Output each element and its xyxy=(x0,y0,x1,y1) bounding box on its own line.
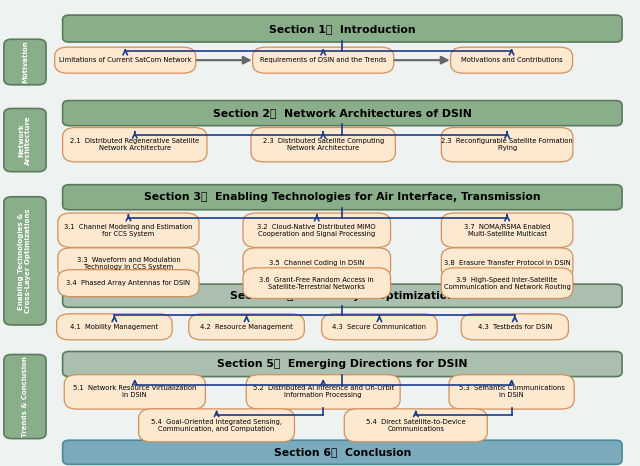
Text: 2.3  Reconfigurable Satellite Formation
Flying: 2.3 Reconfigurable Satellite Formation F… xyxy=(441,138,573,151)
FancyBboxPatch shape xyxy=(189,314,305,340)
Text: Requirements of DSIN and the Trends: Requirements of DSIN and the Trends xyxy=(260,57,387,63)
Text: 5.1  Network Resource Virtualization
in DSIN: 5.1 Network Resource Virtualization in D… xyxy=(73,385,196,398)
FancyBboxPatch shape xyxy=(63,101,622,126)
FancyBboxPatch shape xyxy=(54,47,196,73)
Text: 2.1  Distributed Regenerative Satellite
Network Architecture: 2.1 Distributed Regenerative Satellite N… xyxy=(70,138,200,151)
Text: Enabling Technologies &
Cross-Layer Optimizations: Enabling Technologies & Cross-Layer Opti… xyxy=(19,209,31,313)
Text: 4.3  Secure Communication: 4.3 Secure Communication xyxy=(332,324,426,330)
Text: Limitations of Current SatCom Network: Limitations of Current SatCom Network xyxy=(59,57,191,63)
Text: 3.4  Phased Array Antennas for DSIN: 3.4 Phased Array Antennas for DSIN xyxy=(67,280,191,286)
FancyBboxPatch shape xyxy=(253,47,394,73)
Text: 3.8  Erasure Transfer Protocol in DSIN: 3.8 Erasure Transfer Protocol in DSIN xyxy=(444,260,570,266)
FancyBboxPatch shape xyxy=(442,268,573,299)
FancyBboxPatch shape xyxy=(58,213,199,247)
FancyBboxPatch shape xyxy=(63,284,622,308)
FancyBboxPatch shape xyxy=(64,375,205,409)
FancyBboxPatch shape xyxy=(139,409,294,442)
FancyBboxPatch shape xyxy=(4,109,46,171)
FancyBboxPatch shape xyxy=(321,314,437,340)
Text: 3.1  Channel Modeling and Estimation
for CCS System: 3.1 Channel Modeling and Estimation for … xyxy=(64,224,193,237)
FancyBboxPatch shape xyxy=(4,355,46,439)
Text: Section 5：  Emerging Directions for DSIN: Section 5： Emerging Directions for DSIN xyxy=(217,359,468,369)
FancyBboxPatch shape xyxy=(243,268,390,299)
FancyBboxPatch shape xyxy=(63,440,622,465)
FancyBboxPatch shape xyxy=(4,39,46,85)
Text: 2.3  Distributed Satellite Computing
Network Architecture: 2.3 Distributed Satellite Computing Netw… xyxy=(262,138,384,151)
FancyBboxPatch shape xyxy=(344,409,487,442)
FancyBboxPatch shape xyxy=(442,128,573,162)
Text: 5.4  Direct Satellite-to-Device
Communications: 5.4 Direct Satellite-to-Device Communica… xyxy=(366,419,466,432)
FancyBboxPatch shape xyxy=(442,213,573,247)
FancyBboxPatch shape xyxy=(243,213,390,247)
Text: 3.5  Channel Coding in DSIN: 3.5 Channel Coding in DSIN xyxy=(269,260,364,266)
Text: 4.3  Testbeds for DSIN: 4.3 Testbeds for DSIN xyxy=(477,324,552,330)
FancyBboxPatch shape xyxy=(63,15,622,42)
FancyBboxPatch shape xyxy=(451,47,573,73)
Text: 3.3  Waveform and Modulation
Technology in CCS System: 3.3 Waveform and Modulation Technology i… xyxy=(77,257,180,270)
FancyBboxPatch shape xyxy=(63,351,622,377)
FancyBboxPatch shape xyxy=(442,248,573,279)
Text: Section 3：  Enabling Technologies for Air Interface, Transmission: Section 3： Enabling Technologies for Air… xyxy=(144,192,541,202)
Text: 3.9  High-Speed Inter-Satellite
Communication and Network Routing: 3.9 High-Speed Inter-Satellite Communica… xyxy=(444,277,570,290)
Text: 3.6  Grant-Free Random Access in
Satellite-Terrestrial Networks: 3.6 Grant-Free Random Access in Satellit… xyxy=(259,277,374,290)
FancyBboxPatch shape xyxy=(58,270,199,297)
Text: Section 1：  Introduction: Section 1： Introduction xyxy=(269,24,415,34)
FancyBboxPatch shape xyxy=(63,185,622,210)
Text: 3.7  NOMA/RSMA Enabled
Multi-Satellite Multicast: 3.7 NOMA/RSMA Enabled Multi-Satellite Mu… xyxy=(464,224,550,237)
FancyBboxPatch shape xyxy=(243,248,390,279)
FancyBboxPatch shape xyxy=(58,248,199,279)
FancyBboxPatch shape xyxy=(449,375,574,409)
Text: Section 2：  Network Architectures of DSIN: Section 2： Network Architectures of DSIN xyxy=(213,108,472,118)
FancyBboxPatch shape xyxy=(461,314,568,340)
Text: Motivations and Contributions: Motivations and Contributions xyxy=(461,57,563,63)
Text: Section 6：  Conclusion: Section 6： Conclusion xyxy=(274,447,411,457)
FancyBboxPatch shape xyxy=(246,375,400,409)
Text: 4.2  Resource Management: 4.2 Resource Management xyxy=(200,324,293,330)
Text: 3.2  Cloud-Native Distributed MIMO
Cooperation and Signal Processing: 3.2 Cloud-Native Distributed MIMO Cooper… xyxy=(257,224,376,237)
FancyBboxPatch shape xyxy=(251,128,396,162)
Text: 5.2  Distributed AI Inference and On-Orbit
Information Processing: 5.2 Distributed AI Inference and On-Orbi… xyxy=(253,385,394,398)
Text: Trends & Conclusion: Trends & Conclusion xyxy=(22,356,28,437)
Text: Section 4：  Cross-Layer Optimization: Section 4： Cross-Layer Optimization xyxy=(230,291,455,301)
Text: Network
Architecture: Network Architecture xyxy=(19,115,31,165)
FancyBboxPatch shape xyxy=(4,197,46,325)
FancyBboxPatch shape xyxy=(56,314,172,340)
FancyBboxPatch shape xyxy=(63,128,207,162)
Text: 4.1  Mobility Management: 4.1 Mobility Management xyxy=(70,324,158,330)
Text: 5.4  Goal-Oriented Integrated Sensing,
Communication, and Computation: 5.4 Goal-Oriented Integrated Sensing, Co… xyxy=(151,419,282,432)
Text: 5.3  Semantic Communications
in DSIN: 5.3 Semantic Communications in DSIN xyxy=(459,385,564,398)
Text: Motivation: Motivation xyxy=(22,41,28,83)
